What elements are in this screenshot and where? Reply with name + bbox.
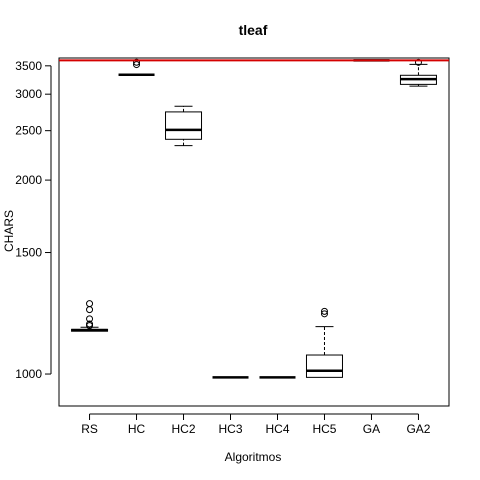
x-tick-label: GA: [363, 422, 380, 436]
outlier-point: [86, 315, 94, 323]
y-tick-label: 2000: [15, 173, 42, 187]
outlier-point: [86, 300, 94, 308]
y-tick-label: 2500: [15, 124, 42, 138]
chart-title: tleaf: [239, 22, 268, 38]
x-axis: RS HC HC2 HC3 HC4 HC5 GA GA2: [81, 413, 431, 436]
box-hc: [118, 58, 155, 76]
outlier-point: [320, 310, 328, 318]
plot-frame: [58, 57, 450, 407]
outlier-point: [133, 61, 141, 69]
y-axis: 1000 1500 2000 2500 3000 3500: [15, 59, 52, 381]
box-series: [71, 58, 437, 379]
box-iqr: [305, 354, 343, 378]
x-tick-label: RS: [81, 422, 98, 436]
x-tick-label: HC5: [312, 422, 336, 436]
box-hc5: [305, 307, 343, 378]
x-tick-label: HC2: [172, 422, 196, 436]
box-rs: [71, 300, 109, 332]
y-axis-label: CHARS: [2, 210, 16, 252]
x-tick-label: HC3: [218, 422, 242, 436]
outlier-point: [414, 58, 422, 66]
y-tick-label: 1500: [15, 246, 42, 260]
box-iqr: [165, 111, 203, 140]
outlier-point: [86, 320, 94, 328]
y-tick-label: 3000: [15, 87, 42, 101]
y-tick-label: 3500: [15, 59, 42, 73]
x-tick-label: GA2: [406, 422, 430, 436]
x-tick-label: HC: [128, 422, 146, 436]
y-tick-label: 1000: [15, 367, 42, 381]
box-ga2: [399, 58, 437, 87]
outlier-point: [86, 306, 94, 314]
x-axis-label: Algoritmos: [225, 450, 282, 464]
outlier-point: [320, 307, 328, 315]
outlier-point: [133, 58, 141, 66]
x-tick-label: HC4: [265, 422, 289, 436]
box-hc2: [165, 105, 203, 147]
